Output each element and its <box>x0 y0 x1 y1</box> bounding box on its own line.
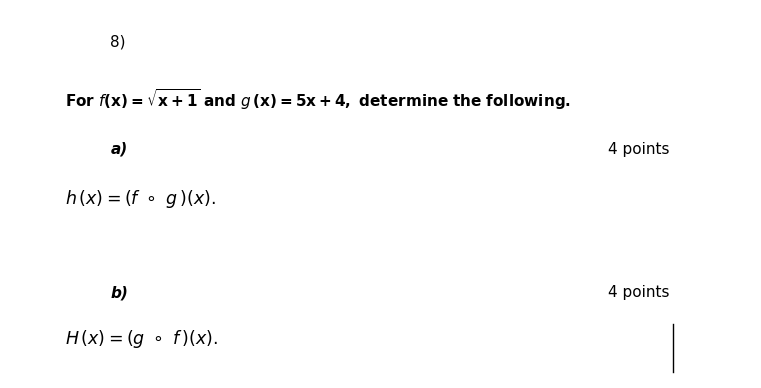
Text: 4 points: 4 points <box>608 285 670 300</box>
Text: 8): 8) <box>110 35 126 50</box>
Text: 4 points: 4 points <box>608 142 670 157</box>
Text: $\mathit{h}\,(x) = (\mathit{f}\ \circ\ \mathit{g}\,)(x).$: $\mathit{h}\,(x) = (\mathit{f}\ \circ\ \… <box>65 188 215 210</box>
Text: $\mathbf{For}\ \mathit{f}\mathbf{(x) = \sqrt{x+1}\ and\ }\mathit{g}\mathbf{\,(x): $\mathbf{For}\ \mathit{f}\mathbf{(x) = \… <box>65 87 571 112</box>
Text: a): a) <box>110 142 128 157</box>
Text: b): b) <box>110 285 128 300</box>
Text: $\mathit{H}\,(x) = (\mathit{g}\ \circ\ \mathit{f}\,)(x).$: $\mathit{H}\,(x) = (\mathit{g}\ \circ\ \… <box>65 328 218 350</box>
